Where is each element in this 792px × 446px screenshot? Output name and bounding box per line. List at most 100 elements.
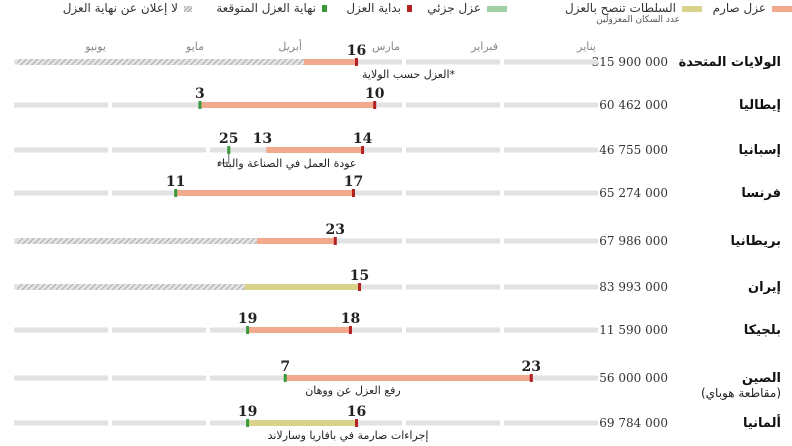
row-2-track-month-5 [112,102,206,108]
country-name: إسبانيا [739,143,782,158]
row-9-track-month-1 [504,420,598,426]
population-value: 11 590 000 [599,323,668,337]
row-3-track-month-2 [406,147,500,153]
row-8-track-month-6 [14,375,108,381]
start-day-label: 23 [326,222,345,238]
start-marker [333,237,337,245]
row-5-segment-none [17,238,258,244]
start-day-label: 10 [365,86,385,102]
start-marker [373,101,377,109]
end-marker [246,326,250,334]
row-7-track-month-6 [14,327,108,333]
row-9-track-month-5 [112,420,206,426]
legend-end-label: نهاية العزل المتوقعة [216,1,316,15]
row-7-track-month-5 [112,327,206,333]
start-day-label: 17 [344,174,363,190]
start-marker-swatch [407,5,412,12]
month-label-1: يناير [576,40,596,53]
row-4-track-month-5 [112,190,206,196]
row-6-segment-advised [244,284,360,290]
row-2-track-month-6 [14,102,108,108]
extra-day-label: 13 [253,131,272,147]
no-end-swatch [184,5,192,12]
legend-strict: عزل صارم [713,0,792,18]
legend-start-label: بداية العزل [346,1,401,15]
legend: عزل صارم السلطات تنصح بالعزل عزل جزئي بد… [0,0,792,18]
end-marker-swatch [322,5,327,12]
end-marker [227,146,231,154]
country-name: بلجيكا [744,323,781,338]
row-note: عودة العمل في الصناعة والبناء [217,157,357,170]
row-2-segment-strict [199,102,375,108]
end-marker [246,419,250,427]
row-1-segment-none [17,59,305,65]
start-marker [351,189,355,197]
legend-advised-label: السلطات تنصح بالعزل [565,1,676,15]
row-note: *العزل حسب الولاية [362,68,456,81]
end-day-label: 3 [195,86,205,102]
row-6-segment-none [17,284,245,290]
strict-swatch [772,5,792,12]
row-3-track-month-6 [14,147,108,153]
row-9-track-month-6 [14,420,108,426]
legend-partial-label: عزل جزئي [427,1,481,15]
row-6-track-month-2 [406,284,500,290]
legend-start: بداية العزل [346,0,412,18]
legend-partial: عزل جزئي [427,0,507,18]
population-value: 69 784 000 [599,416,668,430]
legend-strict-label: عزل صارم [712,1,766,15]
row-8-track-month-1 [504,375,598,381]
start-marker [348,326,352,334]
row-4-track-month-1 [504,190,598,196]
row-7-track-month-2 [406,327,500,333]
end-day-label: 25 [219,131,238,147]
month-label-4: أبريل [278,39,302,53]
row-3-track-month-1 [504,147,598,153]
population-value: 315 900 000 [592,55,668,69]
row-5-track-month-3 [308,238,402,244]
row-1-track-month-2 [406,59,500,65]
row-3-track-month-5 [112,147,206,153]
row-4-track-month-6 [14,190,108,196]
end-marker [174,189,178,197]
population-value: 67 986 000 [599,234,668,248]
population-header: عدد السكان المعزولين [596,15,680,25]
end-day-label: 7 [280,359,290,375]
row-5-segment-strict [257,238,336,244]
population-value: 56 000 000 [599,371,668,385]
note-leader-line [218,154,230,164]
row-4-segment-strict [175,190,354,196]
end-day-label: 19 [238,311,257,327]
row-2-track-month-1 [504,102,598,108]
row-8-track-month-4 [210,375,304,381]
row-6-track-month-1 [504,284,598,290]
row-note: رفع العزل عن ووهان [305,384,400,397]
end-day-label: 19 [238,404,257,420]
population-value: 46 755 000 [599,143,668,157]
row-8-segment-strict [285,375,532,381]
legend-end: نهاية العزل المتوقعة [216,0,327,18]
start-marker [529,374,533,382]
start-marker [358,283,362,291]
start-day-label: 14 [353,131,373,147]
row-1-track-month-1 [504,59,598,65]
legend-none: لا إعلان عن نهاية العزل [63,0,192,18]
country-name: بريطانيا [731,234,781,249]
row-4-track-month-3 [308,190,402,196]
row-3-track-month-4 [210,147,304,153]
row-5-track-month-1 [504,238,598,244]
start-day-label: 16 [347,404,366,420]
row-2-track-month-2 [406,102,500,108]
row-5-track-month-2 [406,238,500,244]
month-label-5: مايو [185,40,204,53]
legend-advised: السلطات تنصح بالعزل [565,0,702,18]
country-name: الولايات المتحدة [679,55,781,70]
start-day-label: 23 [522,359,541,375]
row-7-track-month-1 [504,327,598,333]
row-3-segment-strict [266,147,363,153]
advised-swatch [682,5,702,12]
country-name: إيطاليا [739,98,781,113]
row-note: إجراءات صارمة في بافاريا وسارلاند [268,429,429,442]
start-day-label: 15 [350,268,369,284]
